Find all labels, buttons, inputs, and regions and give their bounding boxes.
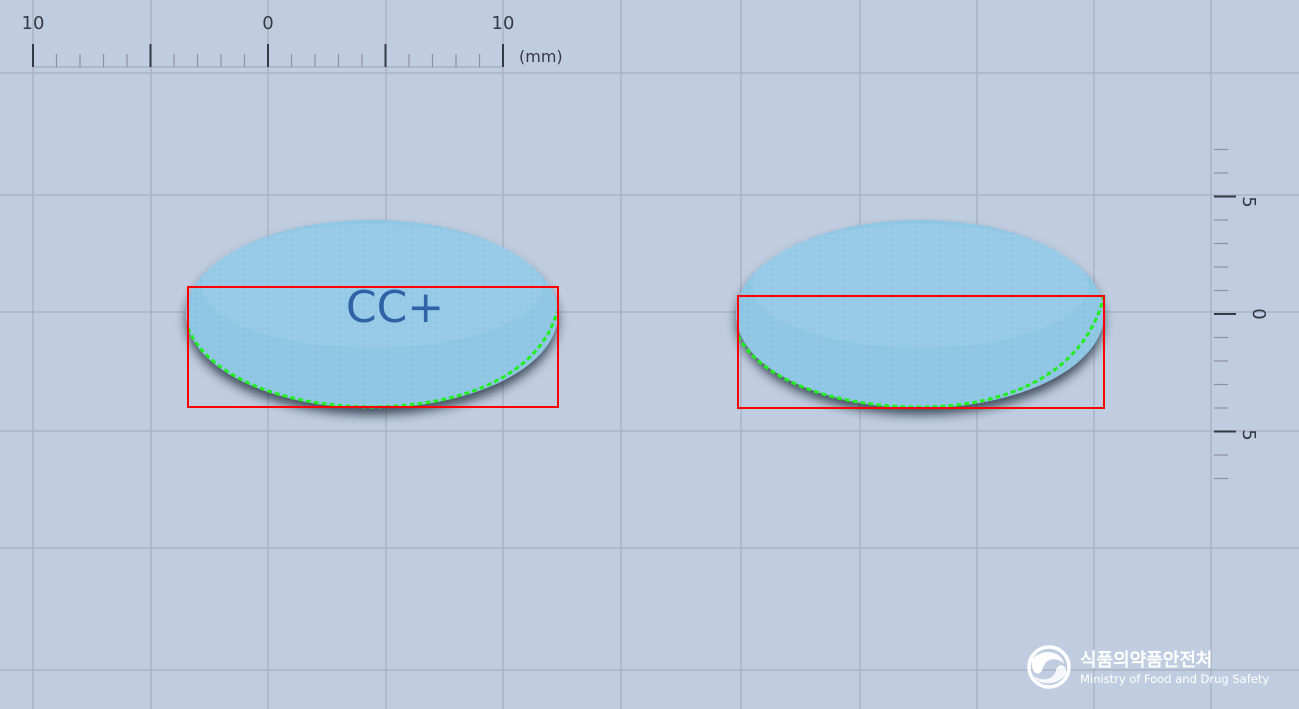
- side-ruler-ticks: [1214, 148, 1236, 480]
- logo-english-text: Ministry of Food and Drug Safety: [1080, 672, 1269, 686]
- top-ruler-label-right: 10: [492, 13, 515, 34]
- tablet-back: [736, 220, 1106, 409]
- mfds-emblem-icon: [1027, 645, 1071, 689]
- side-ruler-label-top: 5: [1238, 196, 1259, 207]
- top-ruler-label-left: 10: [22, 13, 45, 34]
- top-ruler-ticks: [32, 44, 504, 67]
- tablet-front-imprint: CC+: [346, 282, 444, 333]
- mfds-logo: 식품의약품안전처 Ministry of Food and Drug Safet…: [1027, 645, 1269, 689]
- side-ruler-label-bottom: 5: [1238, 429, 1259, 440]
- top-ruler: 10 0 10 (mm): [22, 13, 563, 68]
- top-ruler-label-center: 0: [262, 13, 273, 34]
- tablet-front: CC+: [186, 220, 559, 409]
- tablet-back-contour: [736, 295, 1106, 409]
- top-ruler-unit: (mm): [519, 47, 563, 66]
- tablet-back-bounding-box: [737, 295, 1105, 409]
- side-ruler-label-center: 0: [1248, 308, 1269, 319]
- logo-korean-text: 식품의약품안전처: [1080, 649, 1212, 671]
- side-ruler: 5 0 5: [1214, 148, 1269, 480]
- tablet-front-bounding-box: [187, 286, 559, 408]
